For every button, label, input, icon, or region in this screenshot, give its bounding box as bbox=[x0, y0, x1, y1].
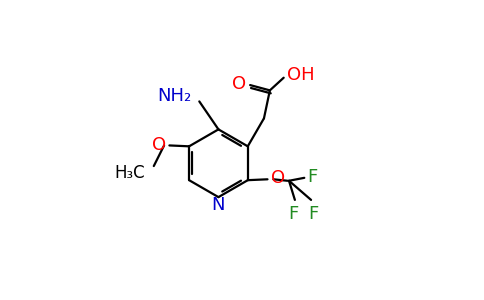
Text: F: F bbox=[308, 205, 318, 223]
Text: O: O bbox=[232, 75, 246, 93]
Text: OH: OH bbox=[287, 66, 315, 84]
Text: NH₂: NH₂ bbox=[158, 87, 192, 105]
Text: O: O bbox=[271, 169, 285, 187]
Text: F: F bbox=[288, 205, 299, 223]
Text: F: F bbox=[307, 168, 318, 186]
Text: O: O bbox=[152, 136, 166, 154]
Text: N: N bbox=[212, 196, 225, 214]
Text: H₃C: H₃C bbox=[114, 164, 145, 182]
